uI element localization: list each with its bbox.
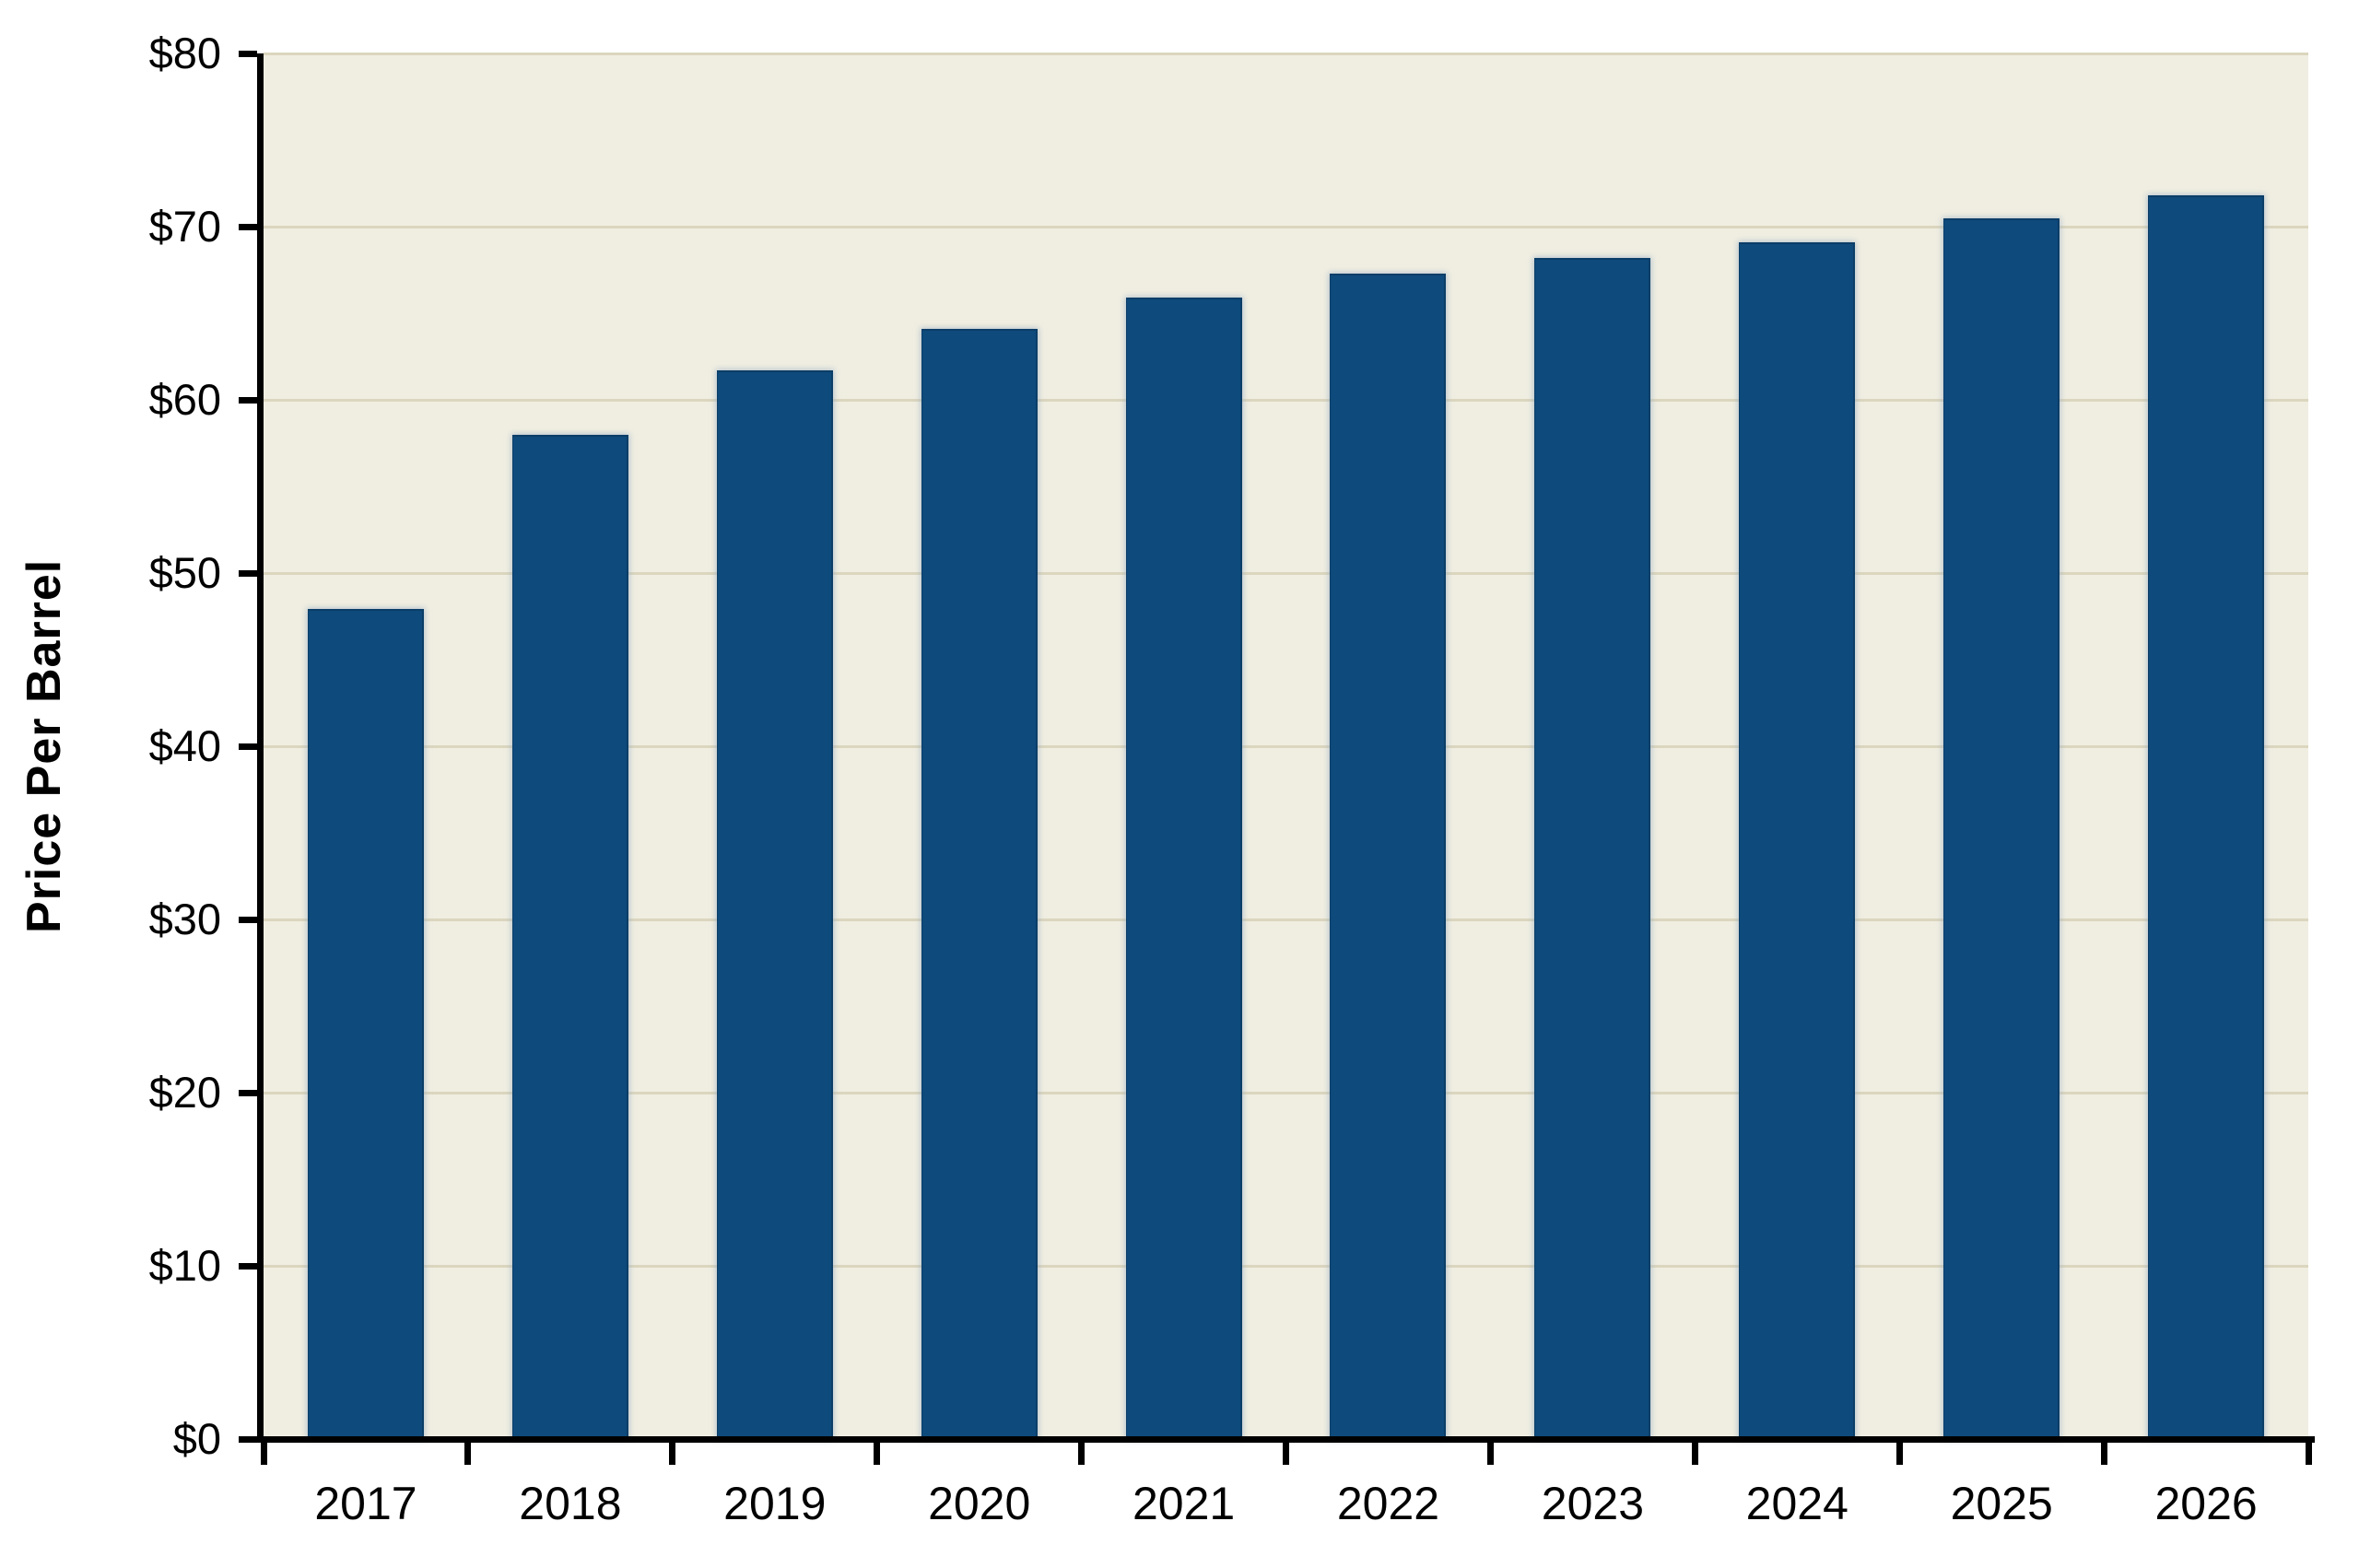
y-axis-line <box>257 53 264 1443</box>
bar-2019 <box>716 370 833 1439</box>
gridline-80 <box>264 52 2308 55</box>
y-tick-label-20: $20 <box>148 1068 221 1117</box>
y-tick-label-30: $30 <box>148 895 221 943</box>
x-tick-5 <box>1283 1443 1289 1465</box>
bar-2020 <box>921 328 1038 1439</box>
y-tick-label-50: $50 <box>148 548 221 597</box>
x-category-label-2017: 2017 <box>314 1478 417 1529</box>
x-category-label-2018: 2018 <box>519 1478 622 1529</box>
bar-2023 <box>1534 257 1651 1439</box>
x-tick-1 <box>464 1443 472 1465</box>
x-category-label-2020: 2020 <box>928 1478 1031 1529</box>
y-tick-30 <box>239 916 257 923</box>
x-tick-4 <box>1078 1443 1086 1465</box>
gridline-50 <box>264 571 2308 575</box>
y-tick-label-60: $60 <box>148 375 221 424</box>
y-tick-0 <box>239 1435 257 1443</box>
y-tick-20 <box>239 1089 257 1096</box>
y-tick-50 <box>239 569 257 577</box>
y-tick-label-40: $40 <box>148 721 221 770</box>
gridline-60 <box>264 398 2308 402</box>
x-tick-10 <box>2305 1443 2312 1465</box>
y-tick-label-70: $70 <box>148 202 221 251</box>
x-tick-2 <box>669 1443 676 1465</box>
bar-2018 <box>511 434 628 1439</box>
x-category-label-2021: 2021 <box>1132 1478 1236 1529</box>
gridline-20 <box>264 1091 2308 1094</box>
y-tick-label-80: $80 <box>148 29 221 77</box>
y-tick-label-10: $10 <box>148 1241 221 1290</box>
y-tick-80 <box>239 50 257 57</box>
x-tick-7 <box>1691 1443 1698 1465</box>
x-category-label-2022: 2022 <box>1336 1478 1440 1529</box>
bar-2017 <box>307 609 424 1439</box>
x-category-label-2019: 2019 <box>723 1478 827 1529</box>
x-category-label-2025: 2025 <box>1950 1478 2053 1529</box>
x-tick-6 <box>1486 1443 1494 1465</box>
x-category-label-2026: 2026 <box>2154 1478 2258 1529</box>
y-tick-60 <box>239 396 257 404</box>
x-tick-0 <box>260 1443 267 1465</box>
y-tick-10 <box>239 1262 257 1270</box>
bar-2026 <box>2148 195 2265 1439</box>
x-tick-8 <box>1895 1443 1903 1465</box>
y-tick-40 <box>239 743 257 750</box>
bar-2022 <box>1330 273 1447 1439</box>
x-category-label-2023: 2023 <box>1541 1478 1644 1529</box>
gridline-40 <box>264 744 2308 748</box>
x-category-label-2024: 2024 <box>1745 1478 1848 1529</box>
y-tick-70 <box>239 223 257 230</box>
bar-2025 <box>1943 217 2060 1439</box>
y-tick-label-0: $0 <box>172 1414 221 1463</box>
gridline-10 <box>264 1264 2308 1268</box>
x-tick-3 <box>874 1443 881 1465</box>
x-axis-line <box>257 1436 2315 1443</box>
bar-2024 <box>1739 241 1856 1439</box>
gridline-70 <box>264 225 2308 228</box>
gridline-30 <box>264 918 2308 921</box>
x-tick-9 <box>2100 1443 2107 1465</box>
plot-area <box>264 52 2308 1439</box>
bar-2021 <box>1125 298 1242 1439</box>
